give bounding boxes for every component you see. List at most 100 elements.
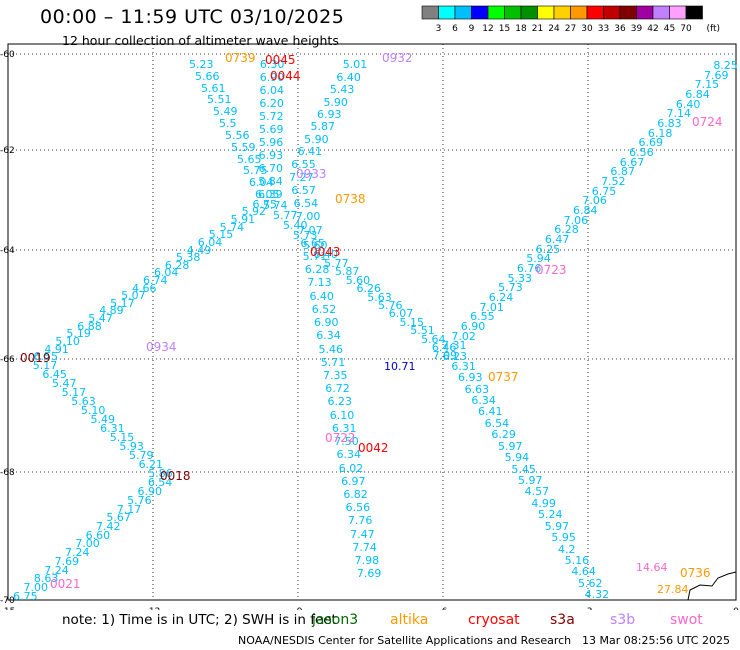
lon-tick-label: -15 <box>1 607 16 610</box>
wave-height-value: 5.96 <box>258 135 284 149</box>
legend-tick-label: 21 <box>532 24 543 34</box>
wave-height-value: 6.84 <box>573 204 598 217</box>
wave-height-value: 6.54 <box>147 476 173 490</box>
wave-height-value: 6.26 <box>356 282 381 296</box>
wave-height-value: 6.56 <box>345 501 371 515</box>
wave-height-value: 7.06 <box>563 213 589 227</box>
wave-height-value: 6.31 <box>451 359 476 373</box>
wave-height-value: 7.69 <box>356 567 382 581</box>
wave-height-value: 7.09 <box>432 349 458 363</box>
wave-height-value: 7.00 <box>295 210 321 224</box>
wave-height-value: 6.30 <box>259 58 285 72</box>
footer-agency: NOAA/NESDIS Center for Satellite Applica… <box>238 634 572 647</box>
wave-height-value: 5.60 <box>345 273 371 287</box>
wave-height-value: 6.54 <box>484 416 510 430</box>
wave-height-value: 5.67 <box>106 511 131 525</box>
wave-height-value: 7.27 <box>289 170 314 184</box>
wave-height-value: 6.90 <box>137 485 162 499</box>
wave-height-value: 4.91 <box>44 342 69 356</box>
wave-height-value: 5.97 <box>498 439 523 453</box>
wave-height-value: 5.07 <box>121 289 146 303</box>
wave-height-value: 7.76 <box>347 514 373 528</box>
satellite-pass-label: 0737 <box>488 370 519 384</box>
wave-height-value: 5.69 <box>259 123 284 136</box>
wave-height-value: 6.34 <box>316 329 341 343</box>
wave-height-value: 5.75 <box>243 164 268 178</box>
color-legend: 3 6 9 12 15 18 21 24 27 30 33 36 39 42 45 70 (ft) <box>421 5 720 34</box>
wave-height-value: 7.47 <box>350 527 375 541</box>
wave-height-value: 5.59 <box>231 140 256 154</box>
wave-height-value: 10.71 <box>384 360 416 373</box>
wave-height-value: 6.41 <box>478 405 503 419</box>
wave-height-value: 6.87 <box>610 165 635 179</box>
satellite-key-cryosat: cryosat <box>468 612 520 628</box>
wave-height-value: 5.77 <box>324 256 349 270</box>
wave-height-value: 7.06 <box>582 194 607 208</box>
wave-height-value: 5.49 <box>90 413 116 426</box>
satellite-pass-label: 0044 <box>270 69 301 83</box>
satellite-key-jason3: jason3 <box>312 612 359 628</box>
coastline <box>687 571 737 601</box>
wave-height-value: 5.64 <box>421 332 446 346</box>
wave-height-value: 6.57 <box>291 183 316 197</box>
wave-height-value: 6.75 <box>13 589 38 603</box>
satellite-pass-label: 0019 <box>20 351 51 365</box>
wave-height-value: 4.64 <box>571 565 596 579</box>
lon-tick-label: -12 <box>146 607 161 610</box>
wave-height-value: 6.46 <box>431 341 457 355</box>
wave-height-value: 5.97 <box>518 474 543 487</box>
lat-tick-label: -60 <box>0 50 15 60</box>
wave-height-value: 6.65 <box>300 236 325 250</box>
wave-height-value: 6.52 <box>311 302 337 316</box>
wave-height-value: 5.49 <box>213 105 238 119</box>
satellite-key-s3a: s3a <box>550 612 575 628</box>
lat-tick-label: -64 <box>0 246 15 256</box>
wave-height-value: 5.76 <box>127 493 152 507</box>
wave-height-value: 5.71 <box>302 249 328 263</box>
wave-height-value: 6.41 <box>297 145 323 159</box>
wave-height-value: 7.35 <box>323 369 348 382</box>
wave-height-value: 7.31 <box>442 339 467 353</box>
wave-height-value: 6.54 <box>293 197 319 211</box>
satellite-pass-label: 0042 <box>358 441 389 455</box>
wave-height-value: 6.56 <box>629 145 654 159</box>
lon-tick-label: -3 <box>584 607 593 610</box>
wave-height-value: 7.15 <box>694 78 720 92</box>
wave-height-value: 6.28 <box>304 263 330 277</box>
wave-height-value: 7.00 <box>23 580 49 594</box>
satellite-pass-label: 0933 <box>296 167 327 181</box>
wave-height-value: 6.55 <box>33 350 58 364</box>
wave-height-value: 5.65 <box>237 152 262 166</box>
lat-tick-label: -62 <box>0 146 15 156</box>
wave-height-value: 6.69 <box>638 136 663 150</box>
satellite-key-altika: altika <box>390 612 429 628</box>
lon-tick-label: -6 <box>439 607 448 610</box>
wave-height-value: 7.13 <box>307 276 332 290</box>
wave-height-value: 5.92 <box>241 205 267 219</box>
wave-height-value: 5.51 <box>207 93 232 107</box>
wave-height-value: 6.60 <box>85 528 111 542</box>
wave-height-value: 6.97 <box>341 474 366 488</box>
wave-height-value: 6.84 <box>685 87 710 101</box>
wave-height-value: 14.64 <box>636 561 668 574</box>
wave-height-value: 7.52 <box>601 174 626 188</box>
wave-height-value: 5.40 <box>283 219 308 232</box>
wave-height-value: 5.74 <box>219 220 245 234</box>
wave-height-value: 5.60 <box>303 239 328 252</box>
footer-timestamp: 13 Mar 08:25:56 UTC 2025 <box>582 634 730 647</box>
wave-height-value: 7.98 <box>354 554 380 568</box>
wave-height-value: 5.87 <box>310 120 336 134</box>
wave-height-value: 5.66 <box>195 69 220 83</box>
wave-height-value: 5.15 <box>109 431 135 445</box>
wave-height-value: 6.05 <box>255 188 280 202</box>
wave-height-value: 6.82 <box>343 488 368 502</box>
wave-height-value: 5.15 <box>208 228 234 242</box>
wave-height-value: 6.04 <box>249 176 274 190</box>
wave-height-value: 5.51 <box>410 324 435 338</box>
wave-height-value: 5.10 <box>55 334 80 348</box>
wave-height-value: 5.17 <box>110 296 135 310</box>
wave-height-value: 5.62 <box>578 576 603 590</box>
legend-tick-label: 30 <box>581 24 593 34</box>
wave-height-value: 5.61 <box>201 81 226 95</box>
wave-height-value: 6.90 <box>460 320 486 334</box>
